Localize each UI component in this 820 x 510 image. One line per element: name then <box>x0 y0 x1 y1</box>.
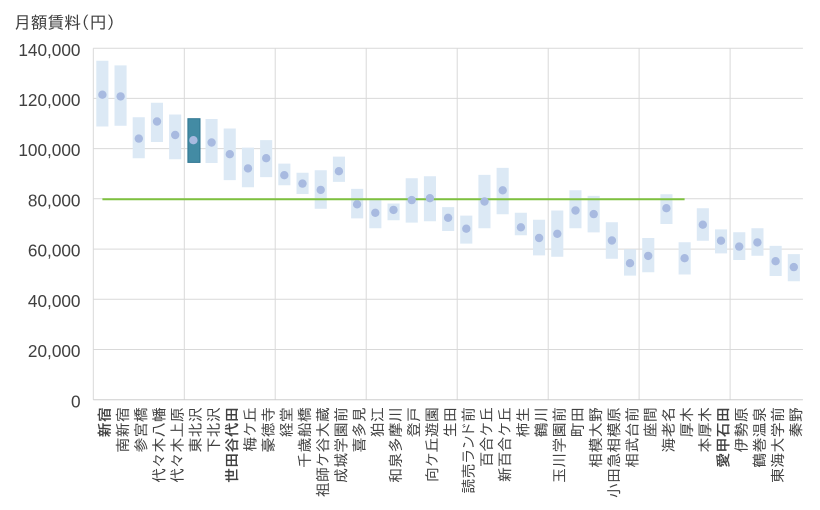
svg-text:80,000: 80,000 <box>28 190 81 210</box>
svg-text:40,000: 40,000 <box>28 291 81 311</box>
svg-text:0: 0 <box>71 391 81 411</box>
svg-text:100,000: 100,000 <box>18 140 80 160</box>
svg-text:20,000: 20,000 <box>28 341 81 361</box>
svg-text:60,000: 60,000 <box>28 241 81 261</box>
svg-text:120,000: 120,000 <box>18 90 80 110</box>
svg-text:140,000: 140,000 <box>18 40 80 60</box>
